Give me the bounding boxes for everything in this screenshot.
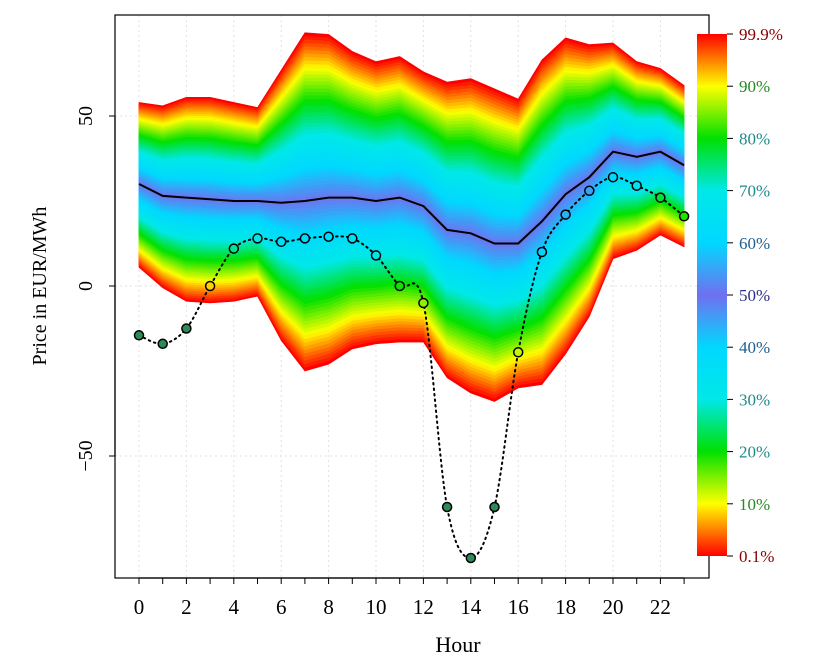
colorbar-label: 60% [739,234,770,253]
colorbar-label: 10% [739,495,770,514]
price-point [536,246,548,258]
price-point [418,297,429,309]
x-tick-label: 10 [366,595,387,619]
price-point [370,250,382,261]
y-axis-label: Price in EUR/MWh [29,207,51,366]
x-axis: 0 2 4 6 8 10 12 14 16 18 20 22 [134,577,685,619]
price-point [323,231,334,242]
x-tick-label: 16 [508,595,529,619]
colorbar-label: 0.1% [739,547,774,566]
price-point [465,552,477,564]
price-point [181,323,192,334]
price-point [655,192,666,203]
price-point [133,330,145,341]
price-point [347,233,358,244]
x-tick-label: 20 [603,595,624,619]
colorbar [697,34,727,556]
y-axis: −50 0 50 [75,106,116,472]
x-tick-label: 2 [181,595,192,619]
x-tick-label: 6 [276,595,287,619]
price-point [584,185,595,197]
y-tick-label: 0 [75,281,97,291]
quantile-band [138,32,685,402]
x-tick-label: 4 [229,595,240,619]
quantile-band-layer [138,149,685,248]
price-point [275,236,287,248]
x-tick-label: 18 [555,595,576,619]
price-point [489,501,500,513]
x-tick-label: 14 [460,595,482,619]
price-point [204,280,216,292]
x-tick-label: 12 [413,595,434,619]
x-tick-label: 22 [650,595,671,619]
colorbar-label: 99.9% [739,25,783,44]
y-tick-label: −50 [75,440,97,471]
price-point [441,501,453,513]
price-point [631,180,642,191]
price-point [157,338,168,350]
price-point [607,171,619,183]
x-tick-label: 0 [134,595,145,619]
colorbar-label: 80% [739,129,770,148]
x-axis-label: Hour [435,632,481,657]
median-line [138,150,685,245]
price-point [512,347,524,358]
price-point [560,209,571,220]
price-point [228,243,240,254]
price-points [133,171,690,564]
colorbar-label: 40% [739,338,770,357]
price-point [394,280,405,292]
colorbar-label: 70% [739,182,770,201]
price-point [252,233,263,244]
y-tick-label: 50 [75,106,97,126]
colorbar-label: 50% [739,286,770,305]
x-tick-label: 8 [323,595,334,619]
price-point [299,233,311,244]
colorbar-label: 20% [739,443,770,462]
colorbar-labels: 99.9% 90% 80% 70% 60% 50% 40% 30% 20% 10% 0.1% [727,25,783,566]
colorbar-label: 30% [739,390,770,409]
price-point [678,211,690,222]
quantile-band-layer [138,146,685,251]
colorbar-label: 90% [739,77,770,96]
